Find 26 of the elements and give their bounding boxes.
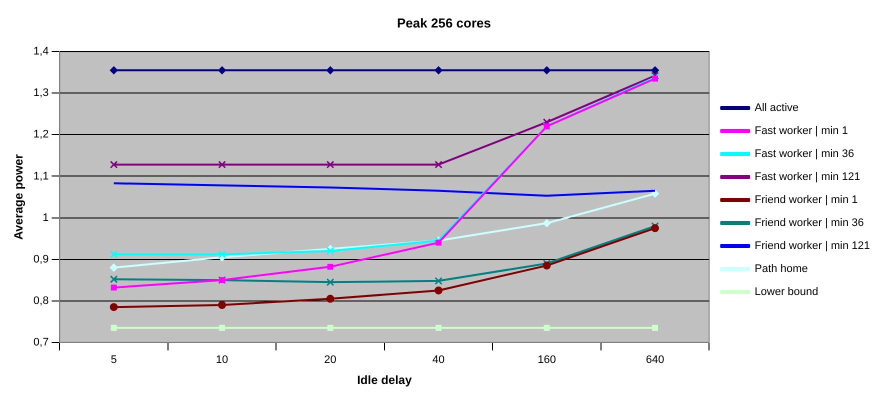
y-tick-label: 0,9: [33, 253, 49, 266]
x-tick-label: 5: [110, 354, 117, 366]
chart-title: Peak 256 cores: [397, 15, 491, 30]
y-axis-title: Average power: [12, 154, 26, 240]
x-axis-title: Idle delay: [357, 373, 412, 388]
x-tick-label: 160: [538, 354, 556, 366]
y-tick-label: 1,4: [33, 46, 49, 58]
y-tick-label: 1: [42, 212, 49, 224]
legend-label: Lower bound: [754, 286, 818, 298]
y-tick-label: 0,8: [33, 294, 49, 307]
legend-label: Friend worker | min 36: [754, 217, 864, 230]
legend-label: Friend worker | min 121: [754, 240, 870, 252]
legend-label: Fast worker | min 36: [754, 148, 854, 160]
x-tick-label: 40: [432, 354, 445, 366]
legend-label: Path home: [754, 263, 808, 276]
x-tick-label: 640: [646, 354, 664, 366]
legend-label: Fast worker | min 1: [754, 125, 848, 138]
x-tick-label: 20: [324, 354, 336, 366]
y-tick-label: 1,1: [33, 170, 49, 182]
legend-label: All active: [754, 102, 799, 114]
legend-label: Friend worker | min 1: [754, 194, 858, 206]
legend-label: Fast worker | min 121: [754, 171, 860, 184]
x-tick-label: 10: [216, 354, 228, 366]
y-tick-label: 1,2: [33, 128, 49, 141]
y-tick-label: 1,3: [33, 87, 49, 100]
y-tick-label: 0,7: [33, 336, 49, 348]
